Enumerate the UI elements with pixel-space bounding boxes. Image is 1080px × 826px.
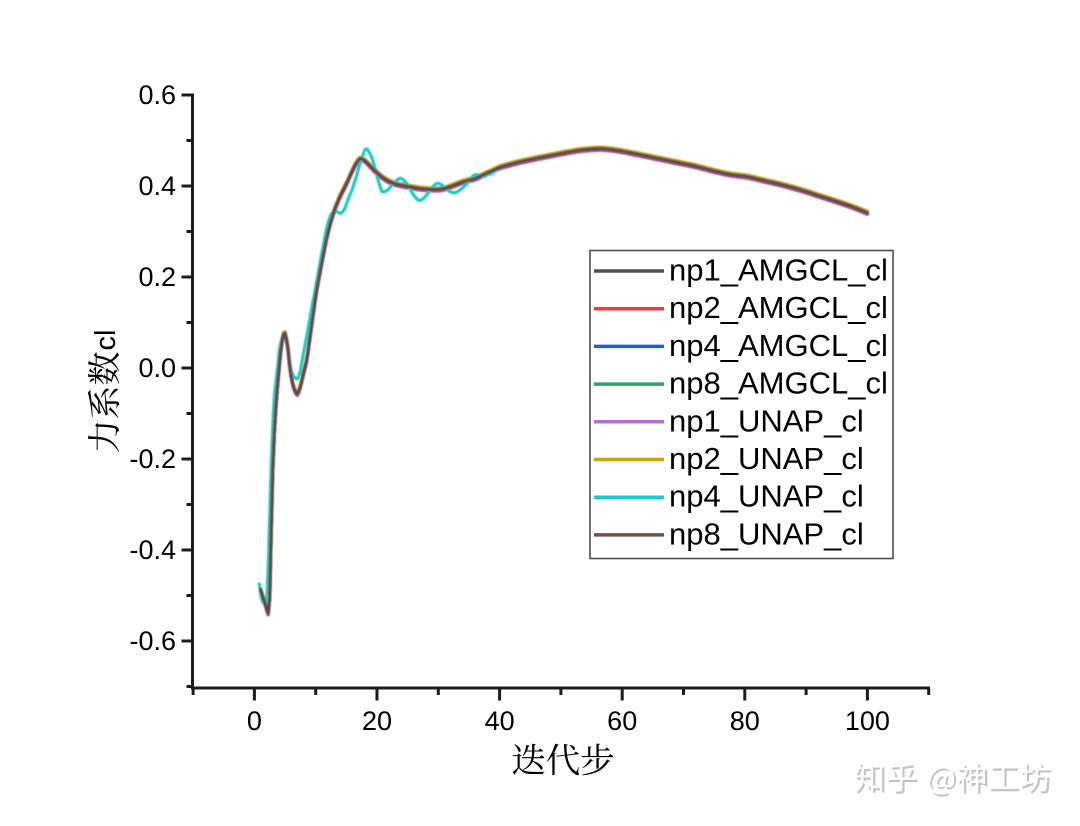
svg-text:0.2: 0.2 [138, 262, 176, 292]
svg-text:np2_AMGCL_cl: np2_AMGCL_cl [669, 290, 888, 325]
svg-text:np8_UNAP_cl: np8_UNAP_cl [669, 516, 864, 551]
svg-text:np4_UNAP_cl: np4_UNAP_cl [669, 479, 864, 514]
svg-text:np8_AMGCL_cl: np8_AMGCL_cl [669, 366, 888, 401]
svg-text:0: 0 [247, 706, 262, 736]
svg-text:cl: cl [90, 330, 122, 351]
svg-text:40: 40 [485, 706, 515, 736]
svg-text:np1_UNAP_cl: np1_UNAP_cl [669, 403, 864, 438]
svg-text:np1_AMGCL_cl: np1_AMGCL_cl [669, 253, 888, 288]
svg-text:0.0: 0.0 [138, 353, 176, 383]
svg-text:80: 80 [730, 706, 760, 736]
svg-text:20: 20 [362, 706, 392, 736]
svg-text:np2_UNAP_cl: np2_UNAP_cl [669, 441, 864, 476]
svg-text:-0.4: -0.4 [129, 535, 176, 565]
svg-text:0.4: 0.4 [138, 171, 176, 201]
svg-text:-0.2: -0.2 [129, 444, 176, 474]
svg-text:np4_AMGCL_cl: np4_AMGCL_cl [669, 328, 888, 363]
svg-text:0.6: 0.6 [138, 80, 176, 110]
svg-text:-0.6: -0.6 [129, 626, 176, 656]
svg-text:100: 100 [845, 706, 890, 736]
svg-text:60: 60 [607, 706, 637, 736]
